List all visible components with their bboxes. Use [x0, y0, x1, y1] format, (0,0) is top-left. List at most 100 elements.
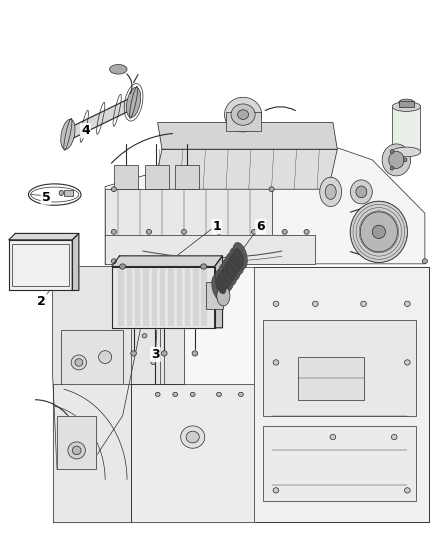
- Ellipse shape: [392, 434, 397, 440]
- Ellipse shape: [223, 265, 233, 283]
- Text: 2: 2: [37, 295, 46, 308]
- Ellipse shape: [350, 180, 372, 204]
- Polygon shape: [9, 233, 79, 240]
- Ellipse shape: [72, 446, 81, 455]
- Bar: [226, 112, 261, 131]
- Ellipse shape: [390, 166, 394, 170]
- Polygon shape: [112, 266, 215, 328]
- Ellipse shape: [217, 286, 230, 306]
- Ellipse shape: [422, 259, 427, 264]
- Polygon shape: [105, 235, 315, 264]
- Polygon shape: [53, 266, 131, 522]
- Polygon shape: [118, 269, 123, 325]
- Ellipse shape: [222, 259, 237, 285]
- Polygon shape: [160, 269, 164, 325]
- Bar: [399, 101, 414, 107]
- Ellipse shape: [372, 225, 385, 239]
- Polygon shape: [185, 269, 189, 325]
- Polygon shape: [64, 99, 138, 139]
- Ellipse shape: [320, 177, 342, 207]
- Ellipse shape: [61, 119, 75, 149]
- Ellipse shape: [216, 276, 226, 294]
- Ellipse shape: [269, 187, 274, 191]
- Ellipse shape: [151, 360, 155, 365]
- Ellipse shape: [181, 229, 187, 235]
- Ellipse shape: [161, 351, 167, 356]
- Ellipse shape: [313, 301, 318, 306]
- Polygon shape: [215, 256, 223, 328]
- Polygon shape: [168, 269, 173, 325]
- Ellipse shape: [212, 274, 226, 301]
- Polygon shape: [105, 133, 425, 264]
- Ellipse shape: [127, 87, 141, 117]
- Ellipse shape: [390, 150, 394, 154]
- Ellipse shape: [238, 110, 249, 119]
- Ellipse shape: [226, 260, 237, 278]
- Bar: [263, 426, 416, 501]
- Ellipse shape: [273, 301, 279, 306]
- Ellipse shape: [219, 264, 233, 290]
- Bar: [114, 165, 138, 189]
- Ellipse shape: [216, 392, 221, 397]
- Polygon shape: [53, 266, 140, 469]
- Text: 4: 4: [81, 124, 90, 137]
- Bar: [145, 165, 169, 189]
- Ellipse shape: [325, 184, 336, 199]
- Ellipse shape: [120, 264, 126, 269]
- Ellipse shape: [190, 392, 195, 397]
- Polygon shape: [153, 149, 337, 189]
- Polygon shape: [143, 269, 148, 325]
- Ellipse shape: [356, 186, 367, 198]
- Ellipse shape: [68, 442, 85, 459]
- Ellipse shape: [282, 229, 287, 235]
- Ellipse shape: [392, 102, 420, 111]
- Ellipse shape: [131, 351, 137, 356]
- Ellipse shape: [173, 392, 178, 397]
- Text: 6: 6: [256, 220, 265, 233]
- Ellipse shape: [59, 190, 64, 196]
- Ellipse shape: [405, 488, 410, 493]
- Ellipse shape: [155, 392, 160, 397]
- Ellipse shape: [399, 99, 414, 106]
- Polygon shape: [135, 269, 139, 325]
- Bar: [12, 244, 69, 286]
- Ellipse shape: [71, 355, 87, 370]
- Ellipse shape: [225, 97, 262, 132]
- Ellipse shape: [75, 359, 83, 366]
- Ellipse shape: [304, 229, 309, 235]
- Polygon shape: [193, 269, 198, 325]
- Ellipse shape: [142, 334, 147, 338]
- Polygon shape: [61, 330, 123, 384]
- Ellipse shape: [403, 158, 407, 162]
- Ellipse shape: [405, 301, 410, 306]
- Polygon shape: [158, 123, 337, 149]
- Polygon shape: [127, 269, 131, 325]
- Ellipse shape: [230, 254, 240, 272]
- Ellipse shape: [229, 248, 244, 274]
- Bar: [392, 107, 420, 152]
- Ellipse shape: [360, 212, 398, 252]
- Ellipse shape: [273, 488, 279, 493]
- Bar: [298, 357, 364, 400]
- Polygon shape: [57, 416, 96, 469]
- Ellipse shape: [231, 104, 255, 125]
- Ellipse shape: [405, 360, 410, 365]
- Text: 1: 1: [212, 220, 221, 233]
- Ellipse shape: [350, 201, 407, 263]
- Ellipse shape: [382, 144, 411, 176]
- Ellipse shape: [216, 229, 222, 235]
- Polygon shape: [177, 269, 181, 325]
- Bar: [175, 165, 199, 189]
- Ellipse shape: [186, 431, 199, 443]
- Ellipse shape: [251, 229, 257, 235]
- Bar: [206, 282, 223, 309]
- Ellipse shape: [219, 270, 230, 288]
- Polygon shape: [9, 240, 72, 290]
- Bar: [64, 190, 73, 196]
- Polygon shape: [53, 266, 429, 522]
- Bar: [263, 320, 416, 416]
- Ellipse shape: [111, 187, 117, 191]
- Ellipse shape: [111, 259, 117, 264]
- Ellipse shape: [146, 229, 152, 235]
- Ellipse shape: [201, 264, 207, 269]
